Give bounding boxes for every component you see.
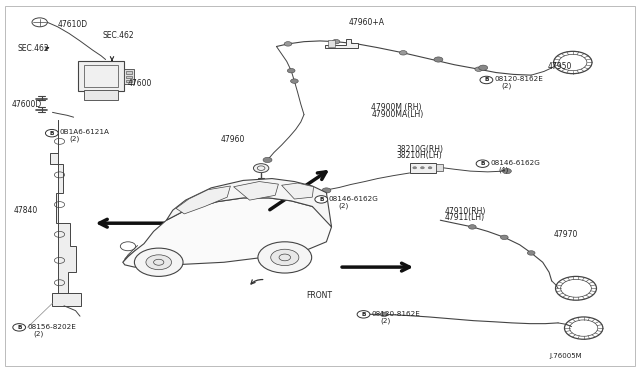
Text: 47911(LH): 47911(LH) xyxy=(445,213,485,222)
Polygon shape xyxy=(166,179,332,227)
Text: 0B1A6-6121A: 0B1A6-6121A xyxy=(60,129,109,135)
Text: 08156-8202E: 08156-8202E xyxy=(28,324,76,330)
Text: (2): (2) xyxy=(381,317,391,324)
Text: (2): (2) xyxy=(69,135,79,142)
Circle shape xyxy=(413,167,417,169)
Circle shape xyxy=(500,235,508,240)
Bar xyxy=(124,69,134,84)
Text: (2): (2) xyxy=(33,330,44,337)
Circle shape xyxy=(357,311,370,318)
Polygon shape xyxy=(176,186,230,214)
Text: SEC.462: SEC.462 xyxy=(18,44,49,53)
Text: 47950: 47950 xyxy=(547,62,572,71)
Text: 08146-6162G: 08146-6162G xyxy=(329,196,379,202)
Text: B: B xyxy=(50,131,54,136)
Circle shape xyxy=(475,67,483,71)
Circle shape xyxy=(527,251,535,255)
Circle shape xyxy=(13,324,26,331)
Text: 38210G(RH): 38210G(RH) xyxy=(397,145,444,154)
Text: 47600: 47600 xyxy=(128,79,152,88)
Text: SEC.462: SEC.462 xyxy=(102,31,134,40)
Text: 08120-8162E: 08120-8162E xyxy=(494,76,543,82)
Circle shape xyxy=(146,255,172,270)
Text: B: B xyxy=(319,197,323,202)
Text: (2): (2) xyxy=(501,83,511,89)
Bar xyxy=(126,71,132,74)
Bar xyxy=(84,65,118,87)
Circle shape xyxy=(287,68,295,73)
Circle shape xyxy=(271,249,299,266)
Circle shape xyxy=(263,157,272,163)
Circle shape xyxy=(322,188,331,193)
Bar xyxy=(410,163,436,173)
Polygon shape xyxy=(234,182,278,200)
Circle shape xyxy=(359,312,368,317)
Circle shape xyxy=(502,169,511,174)
Polygon shape xyxy=(123,198,332,267)
Circle shape xyxy=(45,129,58,137)
Text: B: B xyxy=(484,77,488,83)
Text: 47840: 47840 xyxy=(14,206,38,215)
Text: 47600D: 47600D xyxy=(12,100,42,109)
Text: 38210H(LH): 38210H(LH) xyxy=(397,151,442,160)
Circle shape xyxy=(476,160,489,167)
Text: 47900M (RH): 47900M (RH) xyxy=(371,103,422,112)
Bar xyxy=(84,90,118,100)
Bar xyxy=(126,80,132,82)
Text: B: B xyxy=(481,161,484,166)
Bar xyxy=(126,76,132,78)
Text: FRONT: FRONT xyxy=(306,291,332,300)
Text: 47610D: 47610D xyxy=(58,20,88,29)
Text: 08120-8162E: 08120-8162E xyxy=(371,311,420,317)
Text: 47910(RH): 47910(RH) xyxy=(445,207,486,216)
Circle shape xyxy=(428,167,432,169)
Circle shape xyxy=(420,167,424,169)
Circle shape xyxy=(479,65,488,70)
Circle shape xyxy=(134,248,183,276)
Circle shape xyxy=(258,242,312,273)
Polygon shape xyxy=(50,120,76,294)
Circle shape xyxy=(253,164,269,173)
Circle shape xyxy=(315,196,328,203)
Bar xyxy=(52,293,81,306)
Bar xyxy=(78,61,124,91)
Circle shape xyxy=(399,51,407,55)
Circle shape xyxy=(332,39,340,44)
Circle shape xyxy=(480,76,493,84)
Text: B: B xyxy=(17,325,21,330)
Circle shape xyxy=(291,79,298,83)
Text: 47960: 47960 xyxy=(221,135,245,144)
Text: 08146-6162G: 08146-6162G xyxy=(490,160,540,166)
Circle shape xyxy=(468,225,476,229)
Text: 47900MA(LH): 47900MA(LH) xyxy=(371,110,424,119)
Circle shape xyxy=(434,57,443,62)
Text: 47960+A: 47960+A xyxy=(349,18,385,27)
Text: (4): (4) xyxy=(498,166,508,173)
Text: (2): (2) xyxy=(338,202,348,209)
Bar xyxy=(436,164,443,171)
Text: J.76005M: J.76005M xyxy=(549,353,582,359)
Text: B: B xyxy=(362,312,365,317)
Polygon shape xyxy=(282,183,314,199)
Polygon shape xyxy=(325,39,358,48)
Circle shape xyxy=(284,42,292,46)
Text: 47970: 47970 xyxy=(554,230,578,239)
Bar xyxy=(328,40,335,47)
Circle shape xyxy=(380,312,388,317)
